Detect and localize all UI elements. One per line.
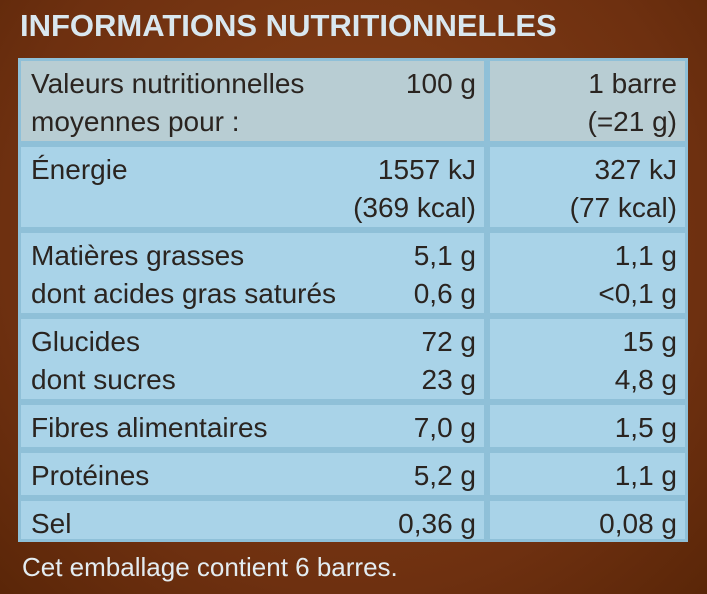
table-row-fibres: Fibres alimentaires 7,0 g 1,5 g: [21, 405, 685, 447]
header-col-bar-line1: 1 barre: [588, 68, 677, 99]
column-divider: [484, 405, 490, 447]
value-per-bar: 1,5 g: [614, 412, 677, 443]
row-label: Matières grasses dont acides gras saturé…: [31, 240, 337, 309]
table-row-fats: Matières grasses dont acides gras saturé…: [21, 233, 685, 313]
nutrition-title: INFORMATIONS NUTRITIONNELLES: [20, 8, 557, 43]
value-per-bar: 1,1 g: [614, 460, 677, 491]
value-per-bar: 327 kJ (77 kcal): [569, 154, 677, 223]
header-label-line2: moyennes pour :: [31, 106, 240, 137]
header-col-100g: 100 g: [405, 68, 476, 99]
header-col-bar-line2: (=21 g): [587, 106, 678, 137]
value-100g: 1557 kJ (369 kcal): [353, 154, 476, 223]
table-row-proteins: Protéines 5,2 g 1,1 g: [21, 453, 685, 495]
column-divider: [484, 319, 490, 399]
header-col-bar: 1 barre (=21 g): [588, 61, 678, 141]
table-row-carbs: Glucides dont sucres 72 g 23 g 15 g 4,8 …: [21, 319, 685, 399]
value-per-bar: 1,1 g <0,1 g: [598, 240, 677, 309]
value-100g: 5,2 g: [413, 460, 476, 491]
nutrition-table: Valeurs nutritionnelles moyennes pour : …: [18, 58, 688, 542]
value-100g: 7,0 g: [413, 412, 476, 443]
table-row-salt: Sel 0,36 g 0,08 g: [21, 501, 685, 539]
row-label: Fibres alimentaires: [31, 412, 268, 443]
value-100g: 72 g 23 g: [421, 326, 477, 395]
column-divider: [484, 147, 490, 227]
row-label: Protéines: [31, 460, 150, 491]
value-100g: 0,36 g: [398, 508, 476, 539]
value-per-bar: 0,08 g: [599, 508, 677, 539]
row-label: Glucides dont sucres: [31, 326, 176, 395]
table-row-energy: Énergie 1557 kJ (369 kcal) 327 kJ (77 kc…: [21, 147, 685, 227]
column-divider: [484, 501, 490, 539]
table-header-row: Valeurs nutritionnelles moyennes pour : …: [21, 61, 685, 141]
row-label: Énergie: [31, 154, 128, 185]
header-label: Valeurs nutritionnelles moyennes pour :: [31, 61, 476, 141]
column-divider: [484, 453, 490, 495]
header-label-line1: Valeurs nutritionnelles: [31, 68, 305, 99]
package-note: Cet emballage contient 6 barres.: [22, 552, 398, 582]
value-100g: 5,1 g 0,6 g: [413, 240, 476, 309]
column-divider: [484, 61, 490, 141]
row-label: Sel: [31, 508, 72, 539]
column-divider: [484, 233, 490, 313]
value-per-bar: 15 g 4,8 g: [614, 326, 677, 395]
